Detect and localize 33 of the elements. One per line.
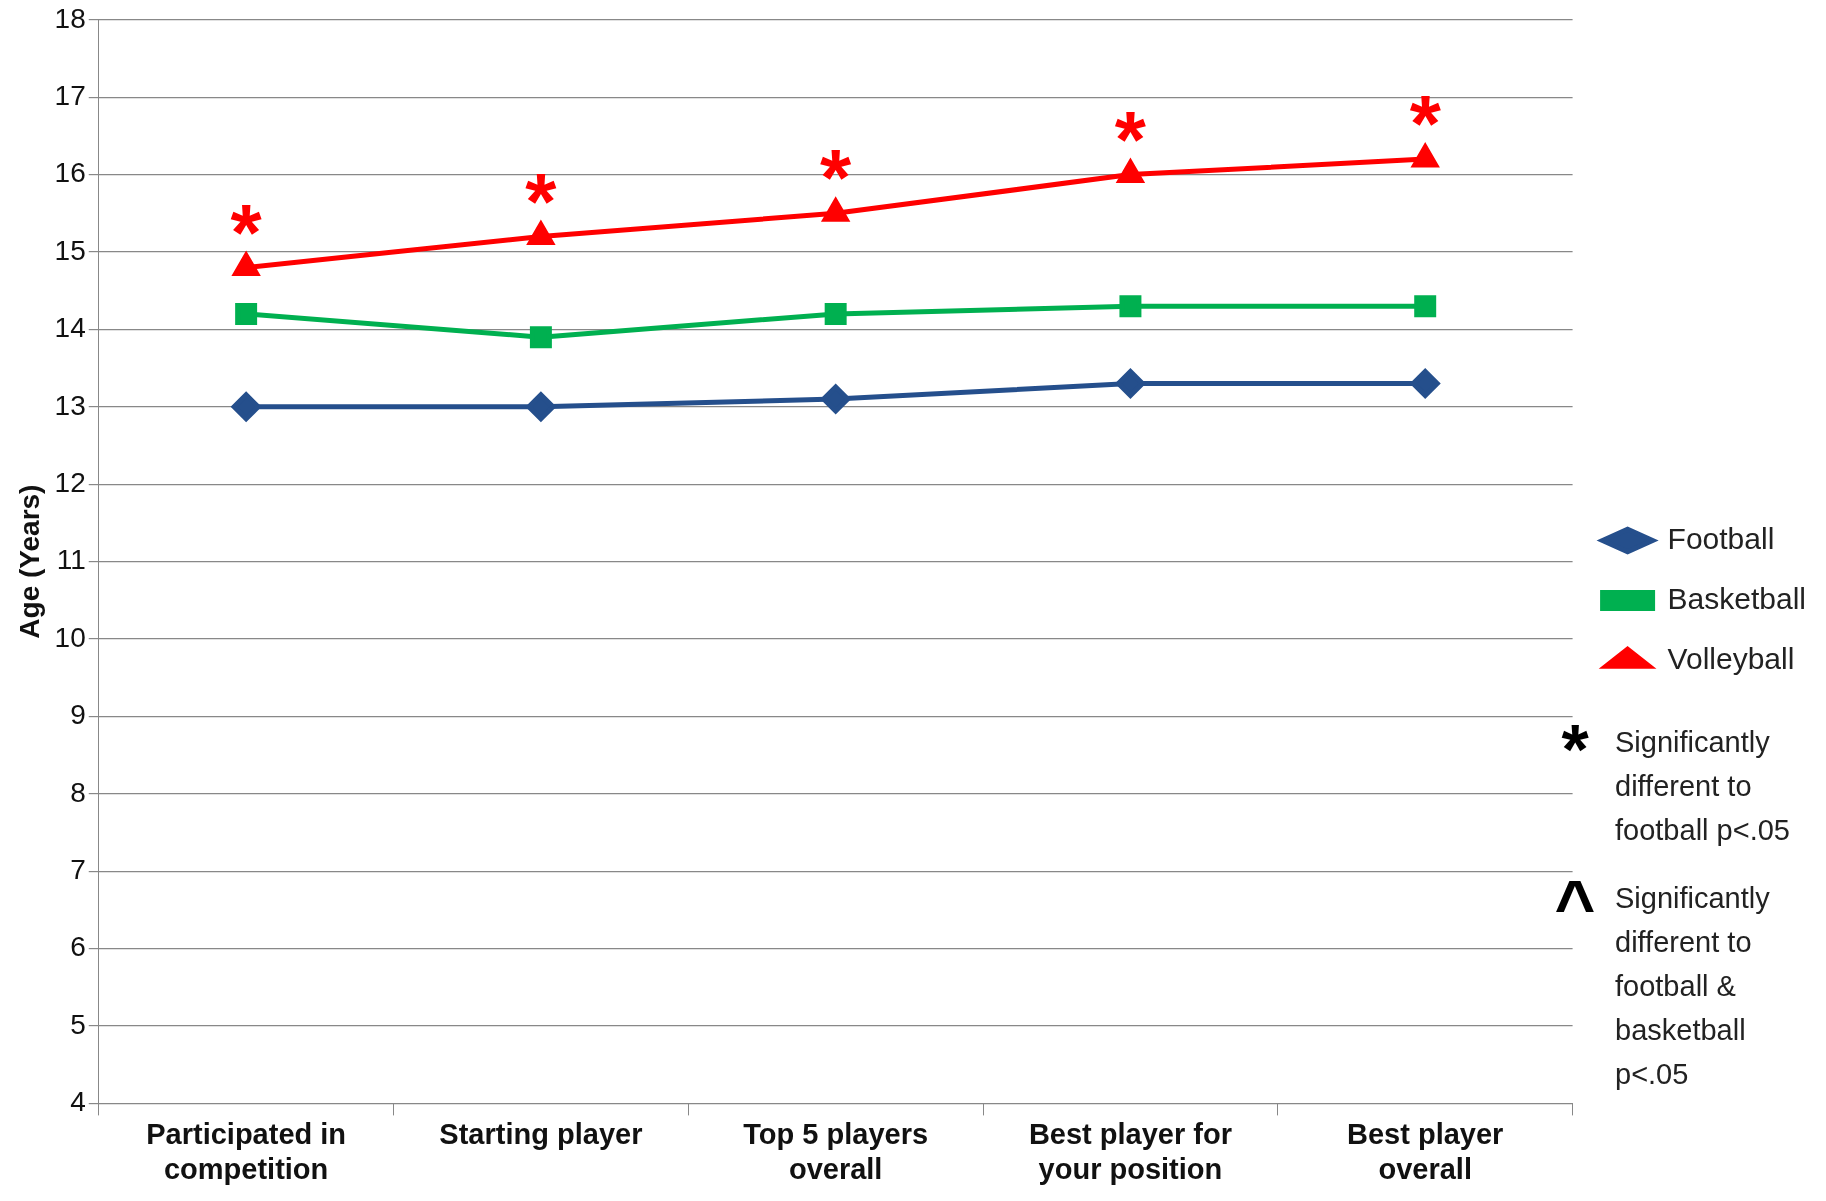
x-tick-label: Participated in competition — [146, 1117, 347, 1185]
annotation: * — [1409, 79, 1442, 169]
y-tick-label: 5 — [70, 1008, 86, 1040]
y-tick-label: 9 — [70, 699, 86, 731]
y-tick-label: 10 — [54, 621, 86, 653]
x-tick-label: Best player overall — [1347, 1117, 1504, 1185]
legend-label: Football — [1667, 521, 1775, 555]
y-tick-label: 11 — [56, 544, 86, 576]
y-tick-label: 15 — [54, 234, 86, 266]
annotation: * — [230, 187, 263, 277]
y-tick-label: 12 — [54, 466, 86, 498]
annotation: * — [525, 156, 558, 246]
y-tick-label: 16 — [54, 157, 86, 189]
y-tick-label: 18 — [54, 2, 86, 34]
y-tick-label: 4 — [70, 1086, 86, 1118]
legend-label: Volleyball — [1667, 641, 1795, 675]
annotation: ^ — [1553, 867, 1597, 945]
y-tick-label: 7 — [70, 853, 86, 885]
y-tick-label: 8 — [70, 776, 86, 808]
y-tick-label: 14 — [54, 312, 86, 344]
text: Significantly different to football & basketball p<.05 — [1615, 881, 1771, 1092]
y-tick-label: 6 — [70, 931, 86, 963]
y-tick-label: 17 — [54, 79, 86, 111]
y-axis-title: Age (Years) — [13, 484, 45, 639]
x-tick-label: Best player for your position — [1028, 1117, 1232, 1185]
y-tick-label: 13 — [54, 389, 86, 421]
x-tick-label: Starting player — [439, 1117, 643, 1150]
annotation: * — [1560, 711, 1590, 789]
text: Significantly different to football p<.05 — [1615, 725, 1791, 848]
annotation: * — [820, 133, 853, 223]
legend-label: Basketball — [1667, 581, 1807, 615]
x-tick-label: Top 5 players overall — [743, 1117, 929, 1185]
annotation: * — [1114, 94, 1147, 184]
